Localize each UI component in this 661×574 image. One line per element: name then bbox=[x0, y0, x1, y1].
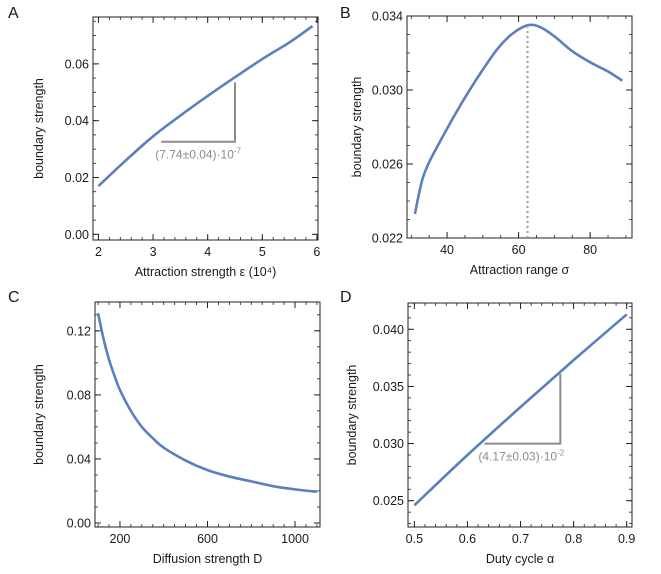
y-tick-label: 0.08 bbox=[67, 388, 91, 402]
slope-annotation: (7.74±0.04)·10-7 bbox=[155, 147, 241, 162]
y-tick-label: 0.12 bbox=[67, 324, 91, 338]
x-tick-label: 0.6 bbox=[459, 532, 476, 546]
slope-triangle bbox=[161, 82, 236, 143]
data-curve bbox=[413, 23, 624, 215]
data-curve bbox=[96, 312, 318, 494]
plot-frame bbox=[407, 302, 633, 528]
slope-value: (4.17±0.03)·10 bbox=[478, 450, 557, 464]
plot-frame bbox=[92, 16, 319, 241]
y-tick-label: 0.022 bbox=[372, 232, 403, 246]
plot-frame bbox=[406, 15, 633, 239]
panel-a: A 2 3 4 5 6 0.00 0.02 0.04 0.06 Attraction strengt… bbox=[8, 5, 320, 279]
y-tick-label: 0.02 bbox=[65, 171, 89, 185]
x-tick-label: 0.8 bbox=[565, 532, 582, 546]
panel-b: B 40 60 80 0.022 0.026 0.030 0.034 Attraction ra… bbox=[340, 5, 633, 277]
x-axis-label: Attraction strength ε (10⁴) bbox=[135, 265, 277, 279]
x-tick-label: 2 bbox=[95, 245, 102, 259]
x-tick-label: 5 bbox=[259, 245, 266, 259]
panel-c: C 200 600 1000 0.00 0.04 0.08 0.12 Diffusion str… bbox=[8, 289, 321, 566]
y-tick-label: 0.00 bbox=[67, 516, 91, 530]
y-tick-label: 0.030 bbox=[372, 84, 403, 98]
x-tick-label: 4 bbox=[204, 245, 211, 259]
x-tick-label: 60 bbox=[512, 243, 526, 257]
panel-label: A bbox=[8, 5, 19, 22]
x-tick-label: 3 bbox=[150, 245, 157, 259]
slope-exponent: -7 bbox=[234, 147, 242, 156]
x-tick-label: 1000 bbox=[281, 532, 309, 546]
x-axis-label: Diffusion strength D bbox=[153, 552, 263, 566]
x-tick-label: 40 bbox=[440, 243, 454, 257]
data-curve bbox=[97, 25, 314, 187]
slope-exponent: -2 bbox=[557, 449, 565, 458]
x-tick-label: 6 bbox=[313, 245, 320, 259]
panel-label: D bbox=[340, 289, 352, 306]
y-tick-label: 0.035 bbox=[373, 380, 404, 394]
panel-label: C bbox=[8, 289, 20, 306]
y-tick-label: 0.04 bbox=[67, 452, 91, 466]
y-axis-label: boundary strength bbox=[32, 78, 46, 179]
x-tick-label: 0.9 bbox=[618, 532, 635, 546]
slope-triangle bbox=[484, 373, 562, 445]
y-axis-label: boundary strength bbox=[345, 365, 359, 466]
x-axis-label: Duty cycle α bbox=[486, 552, 554, 566]
x-tick-label: 0.7 bbox=[512, 532, 529, 546]
x-tick-label: 600 bbox=[197, 532, 218, 546]
y-tick-label: 0.040 bbox=[373, 323, 404, 337]
slope-annotation: (4.17±0.03)·10-2 bbox=[478, 449, 564, 464]
plot-frame bbox=[94, 301, 321, 528]
x-tick-label: 0.5 bbox=[406, 532, 423, 546]
slope-value: (7.74±0.04)·10 bbox=[155, 148, 234, 162]
panel-label: B bbox=[340, 5, 351, 22]
y-tick-label: 0.034 bbox=[372, 10, 403, 24]
y-tick-label: 0.06 bbox=[65, 57, 89, 71]
y-axis-label: boundary strength bbox=[350, 77, 364, 178]
panel-d: D 0.5 0.6 0.7 0.8 0.9 0.025 0.030 0.035 0.040 Duty… bbox=[340, 289, 635, 566]
y-tick-label: 0.026 bbox=[372, 158, 403, 172]
y-tick-label: 0.00 bbox=[65, 228, 89, 242]
x-axis-label: Attraction range σ bbox=[470, 263, 570, 277]
x-tick-label: 80 bbox=[583, 243, 597, 257]
data-curve bbox=[413, 313, 628, 507]
x-tick-label: 200 bbox=[110, 532, 131, 546]
y-tick-label: 0.030 bbox=[373, 437, 404, 451]
y-tick-label: 0.025 bbox=[373, 494, 404, 508]
y-axis-label: boundary strength bbox=[32, 364, 46, 465]
y-tick-label: 0.04 bbox=[65, 114, 89, 128]
